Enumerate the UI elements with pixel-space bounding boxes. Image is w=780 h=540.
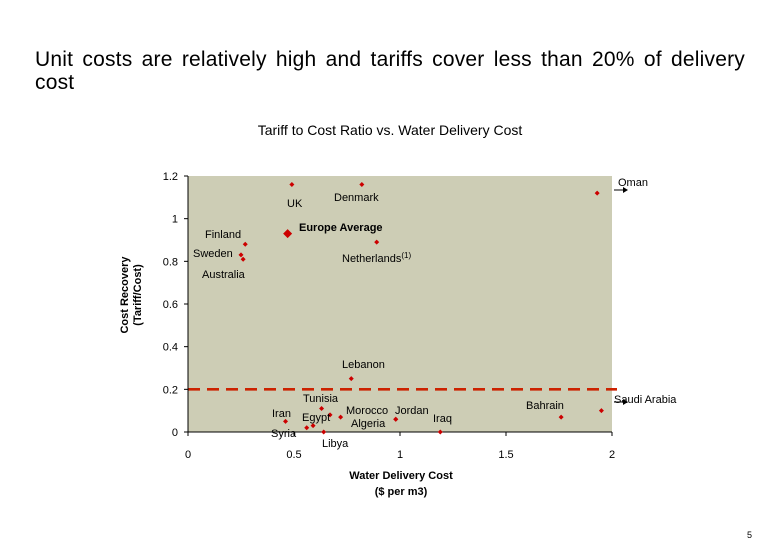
annotation-oman: Oman (618, 177, 648, 189)
annotation-iraq: Iraq (433, 413, 452, 425)
arrow-saudi-arabia (614, 399, 628, 405)
data-point-tunisia (319, 406, 325, 412)
annotation-lebanon: Lebanon (342, 359, 385, 371)
annotation-saudi: Saudi Arabia (614, 394, 677, 406)
annotation-bahrain: Bahrain (526, 400, 564, 412)
annotation-algeria: Algeria (351, 418, 386, 430)
arrow-saudi-arabia-head (623, 399, 628, 405)
annotation-uk: UK (287, 198, 303, 210)
arrow-oman (614, 187, 628, 193)
y-axis-unit: (Tariff/Cost) (132, 264, 144, 326)
data-point-algeria (393, 416, 399, 422)
annotation-morocco: Morocco (346, 405, 388, 417)
y-tick-label: 0.8 (163, 256, 178, 268)
data-point-libya (321, 429, 327, 435)
annotation-europe: Europe Average (299, 222, 383, 234)
data-point-europe-average (283, 229, 293, 239)
data-point-iraq (437, 429, 443, 435)
data-point-syria-2- (310, 423, 316, 429)
x-axis-unit: ($ per m3) (375, 486, 428, 498)
y-tick-label: 0.4 (163, 342, 178, 354)
data-point-iran (283, 418, 289, 424)
x-tick-label: 0.5 (286, 449, 301, 461)
annotation-libya: Libya (322, 438, 349, 450)
data-point-bahrain (558, 414, 564, 420)
annotation-finland: Finland (205, 229, 241, 241)
data-point-netherlands (374, 239, 380, 245)
arrow-oman-head (623, 187, 628, 193)
x-tick-label: 0 (185, 449, 191, 461)
y-tick-label: 1 (172, 214, 178, 226)
x-tick-label: 1.5 (498, 449, 513, 461)
slide-title: Unit costs are relatively high and tarif… (35, 48, 745, 94)
annotation-egypt: Egypt (302, 412, 330, 424)
x-tick-label: 1 (397, 449, 403, 461)
y-axis-title: Cost Recovery (119, 256, 131, 334)
annotation-jordan: Jordan (395, 405, 429, 417)
data-point-uk (289, 182, 295, 188)
data-point-morocco (338, 414, 344, 420)
data-point-finland (242, 241, 248, 247)
plot-area (188, 176, 612, 432)
y-tick-label: 0.2 (163, 384, 178, 396)
x-axis-title: Water Delivery Cost (349, 470, 453, 482)
data-point-oman (594, 190, 600, 196)
data-point-egypt (327, 412, 333, 418)
data-point-syria (304, 425, 310, 431)
x-tick-label: 2 (609, 449, 615, 461)
annotation-tunisia: Tunisia (303, 393, 339, 405)
annotation-netherlands: Netherlands(1) (342, 251, 411, 265)
annotation-iran: Iran (272, 408, 291, 420)
y-tick-label: 0 (172, 427, 178, 439)
annotation-syria: Syria (271, 428, 297, 440)
data-point-australia (240, 256, 246, 262)
annotation-denmark: Denmark (334, 192, 379, 204)
annotation-sweden: Sweden (193, 248, 233, 260)
chart-title: Tariff to Cost Ratio vs. Water Delivery … (257, 122, 523, 138)
data-point-lebanon (348, 376, 354, 382)
annotation-australia: Australia (202, 269, 246, 281)
y-tick-label: 1.2 (163, 171, 178, 183)
data-point-saudi-arabia (598, 408, 604, 414)
data-point-denmark (359, 182, 365, 188)
data-point-sweden (238, 252, 244, 258)
page-number: 5 (746, 530, 752, 540)
y-tick-label: 0.6 (163, 299, 178, 311)
